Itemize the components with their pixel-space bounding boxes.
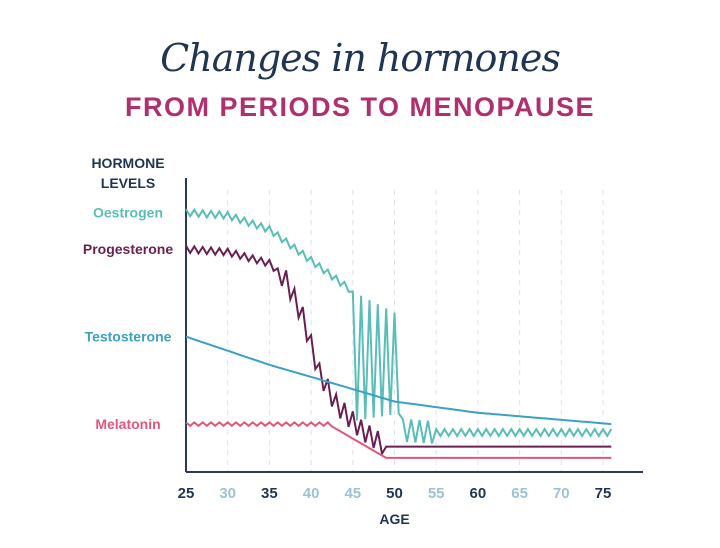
legend-label-melatonin: Melatonin: [95, 416, 160, 432]
x-tick-label: 75: [595, 485, 612, 502]
series-line-testosterone: [185, 335, 612, 426]
x-tick-label: 45: [344, 485, 361, 502]
x-tick-label: 50: [386, 485, 403, 502]
x-tick-label: 70: [553, 485, 570, 502]
x-tick-label: 25: [178, 485, 195, 502]
legend-label-progesterone: Progesterone: [83, 241, 173, 257]
legend-label-testosterone: Testosterone: [85, 329, 172, 345]
series-line-melatonin: [185, 421, 612, 459]
y-axis-label: HORMONE: [91, 155, 164, 171]
x-tick-label: 40: [303, 485, 320, 502]
series-line-progesterone: [185, 244, 612, 457]
x-tick-label: 65: [511, 485, 528, 502]
x-tick-label: 55: [428, 485, 445, 502]
x-tick-label: 30: [219, 485, 236, 502]
y-axis-label: LEVELS: [101, 175, 155, 191]
legend-label-oestrogen: Oestrogen: [93, 205, 163, 221]
series-line-oestrogen: [185, 207, 613, 444]
x-tick-label: 60: [470, 485, 487, 502]
chart-subtitle: FROM PERIODS TO MENOPAUSE: [124, 92, 596, 122]
x-axis-label: AGE: [379, 511, 409, 527]
chart-title: Changes in hormones: [160, 36, 561, 80]
x-tick-label: 35: [261, 485, 278, 502]
